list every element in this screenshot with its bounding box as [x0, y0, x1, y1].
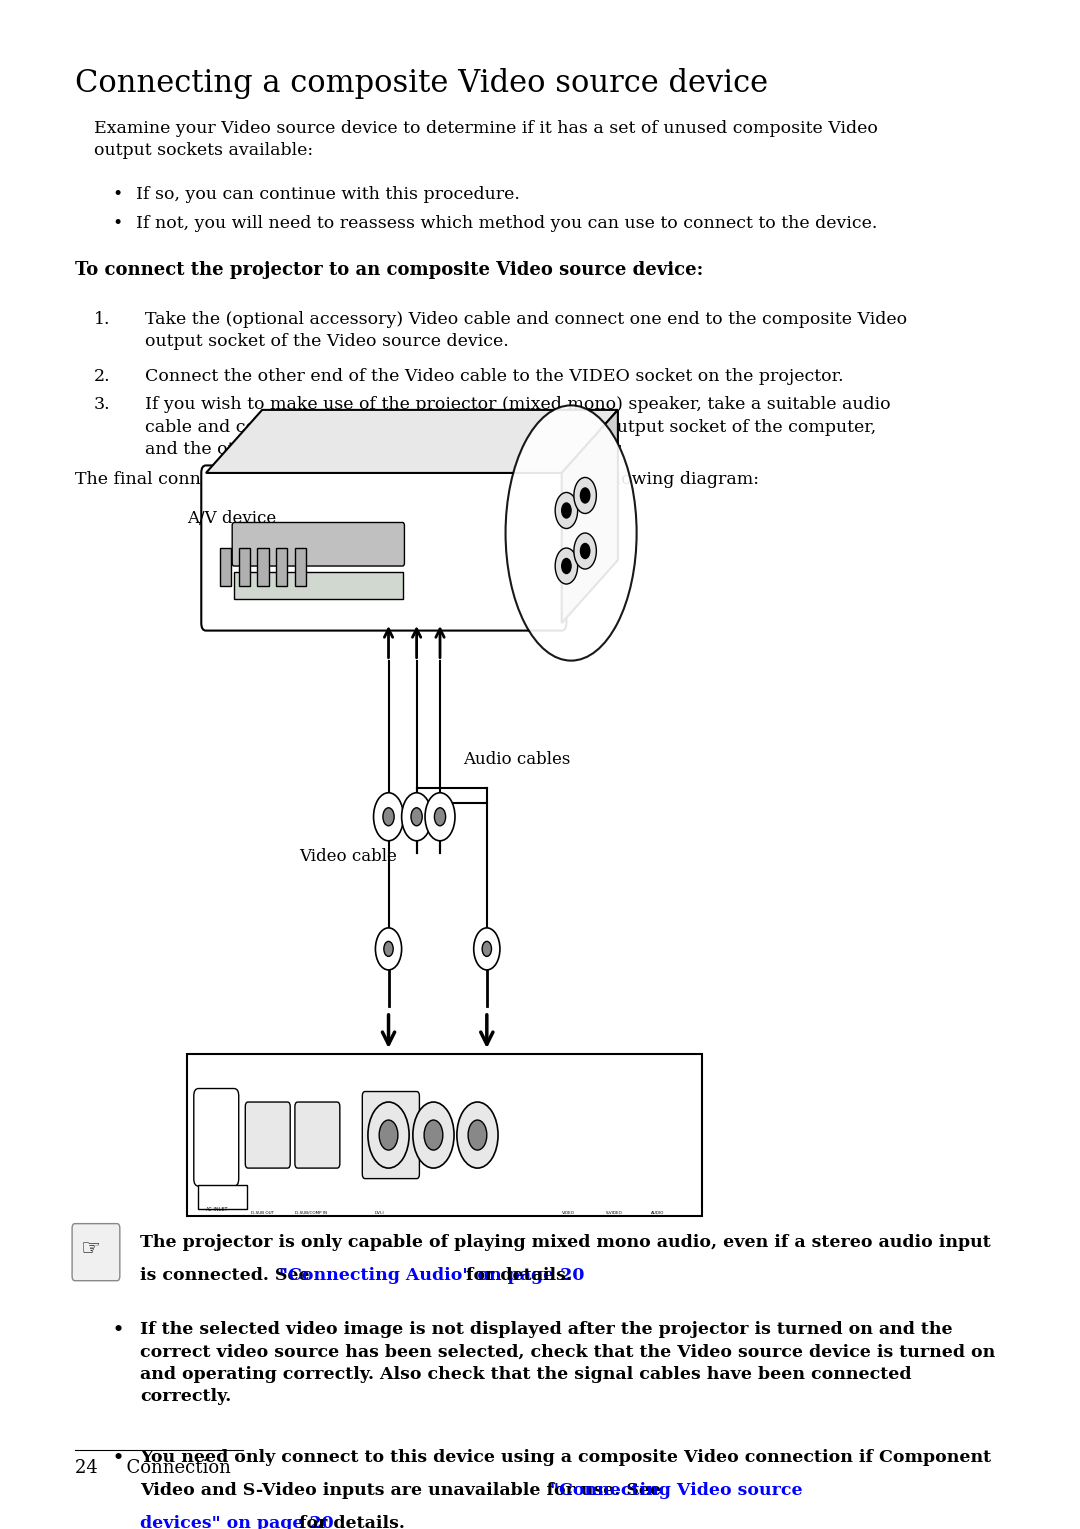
Text: •: • [112, 1321, 123, 1338]
Text: ☞: ☞ [80, 1238, 99, 1260]
Text: DVI-I: DVI-I [375, 1211, 384, 1214]
Circle shape [580, 488, 590, 503]
Circle shape [426, 792, 455, 841]
Circle shape [555, 547, 578, 584]
Text: Video cable: Video cable [299, 849, 397, 865]
Circle shape [482, 942, 491, 957]
Text: Examine your Video source device to determine if it has a set of unused composit: Examine your Video source device to dete… [94, 121, 877, 159]
Text: The projector is only capable of playing mixed mono audio, even if a stereo audi: The projector is only capable of playing… [140, 1234, 991, 1251]
Text: 3.: 3. [94, 396, 110, 413]
FancyBboxPatch shape [201, 465, 566, 630]
Text: S-VIDEO: S-VIDEO [606, 1211, 622, 1214]
Text: Audio cables: Audio cables [463, 751, 571, 768]
Bar [220, 547, 231, 586]
Bar [276, 547, 287, 586]
Text: Connect the other end of the Video cable to the VIDEO socket on the projector.: Connect the other end of the Video cable… [145, 368, 843, 385]
Circle shape [383, 807, 394, 826]
Text: If the selected video image is not displayed after the projector is turned on an: If the selected video image is not displ… [140, 1321, 996, 1405]
Text: for details.: for details. [293, 1515, 405, 1529]
Text: The final connection path should be like that shown in the following diagram:: The final connection path should be like… [75, 471, 759, 488]
Text: 24     Connection: 24 Connection [75, 1459, 231, 1477]
Circle shape [383, 942, 393, 957]
Text: "Connecting Video source: "Connecting Video source [550, 1482, 802, 1498]
Bar [257, 547, 269, 586]
Circle shape [379, 1121, 397, 1150]
Bar [187, 1053, 702, 1216]
Bar [199, 1185, 247, 1208]
Text: AUDIO: AUDIO [650, 1211, 664, 1214]
Circle shape [573, 534, 596, 569]
Text: A/V device: A/V device [187, 511, 276, 528]
Circle shape [562, 558, 571, 573]
Text: D-SUB/COMP IN: D-SUB/COMP IN [295, 1211, 327, 1214]
Circle shape [457, 1102, 498, 1168]
FancyBboxPatch shape [245, 1102, 291, 1168]
Text: D-SUB OUT: D-SUB OUT [251, 1211, 274, 1214]
Bar [295, 547, 306, 586]
Text: VIDEO: VIDEO [562, 1211, 575, 1214]
Circle shape [468, 1121, 487, 1150]
Polygon shape [562, 410, 618, 624]
Circle shape [434, 807, 446, 826]
Text: "Connecting Audio" on page 20: "Connecting Audio" on page 20 [279, 1268, 584, 1284]
Ellipse shape [505, 405, 636, 661]
Text: is connected. See: is connected. See [140, 1268, 316, 1284]
FancyBboxPatch shape [295, 1102, 340, 1168]
Text: You need only connect to this device using a composite Video connection if Compo: You need only connect to this device usi… [140, 1449, 991, 1466]
Circle shape [562, 503, 571, 518]
FancyBboxPatch shape [193, 1089, 239, 1187]
Text: •: • [112, 187, 123, 203]
Bar [234, 572, 403, 599]
Circle shape [413, 1102, 454, 1168]
Circle shape [374, 792, 404, 841]
Circle shape [474, 928, 500, 969]
FancyBboxPatch shape [232, 523, 404, 566]
Text: 2.: 2. [94, 368, 110, 385]
Circle shape [424, 1121, 443, 1150]
Bar [239, 547, 249, 586]
Circle shape [368, 1102, 409, 1168]
Circle shape [376, 928, 402, 969]
Text: Connecting a composite Video source device: Connecting a composite Video source devi… [75, 67, 768, 98]
FancyBboxPatch shape [362, 1092, 419, 1179]
Text: If you wish to make use of the projector (mixed mono) speaker, take a suitable a: If you wish to make use of the projector… [145, 396, 891, 457]
Circle shape [573, 477, 596, 514]
Text: AC-INLET: AC-INLET [206, 1206, 229, 1211]
Text: 1.: 1. [94, 310, 110, 327]
Text: •: • [112, 1449, 123, 1466]
Text: If not, you will need to reassess which method you can use to connect to the dev: If not, you will need to reassess which … [136, 214, 877, 232]
Text: To connect the projector to an composite Video source device:: To connect the projector to an composite… [75, 261, 703, 280]
Text: devices" on page 20: devices" on page 20 [140, 1515, 334, 1529]
Circle shape [411, 807, 422, 826]
Circle shape [580, 543, 590, 558]
Circle shape [402, 792, 432, 841]
Text: •: • [112, 214, 123, 232]
Circle shape [555, 492, 578, 529]
Text: Take the (optional accessory) Video cable and connect one end to the composite V: Take the (optional accessory) Video cabl… [145, 310, 907, 350]
Polygon shape [206, 410, 618, 472]
Text: If so, you can continue with this procedure.: If so, you can continue with this proced… [136, 187, 519, 203]
FancyBboxPatch shape [72, 1223, 120, 1281]
Text: Video and S-Video inputs are unavailable for use. See: Video and S-Video inputs are unavailable… [140, 1482, 667, 1498]
Text: for details.: for details. [460, 1268, 571, 1284]
